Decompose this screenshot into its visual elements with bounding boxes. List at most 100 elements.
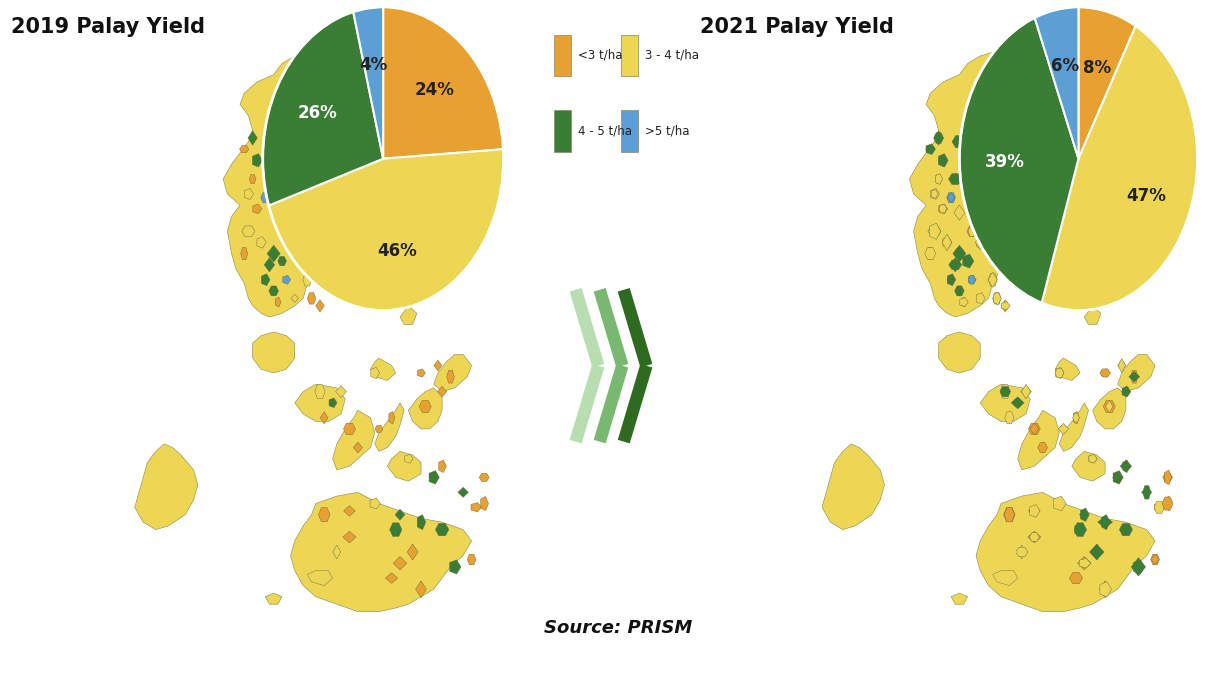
Polygon shape [1118,360,1125,371]
Polygon shape [333,545,341,559]
Polygon shape [343,423,355,435]
Polygon shape [947,193,956,203]
Polygon shape [292,295,299,302]
Polygon shape [977,493,1155,611]
Text: 4 - 5 t/ha: 4 - 5 t/ha [578,125,632,137]
Polygon shape [1059,425,1068,433]
Polygon shape [938,154,947,166]
Polygon shape [950,258,961,272]
Polygon shape [942,234,952,250]
Polygon shape [952,136,967,148]
Text: 26%: 26% [298,104,337,122]
Wedge shape [353,7,384,159]
Polygon shape [480,473,490,482]
Wedge shape [1079,7,1135,159]
Polygon shape [1055,367,1064,379]
Polygon shape [980,384,1031,422]
Polygon shape [1079,558,1091,568]
Polygon shape [980,159,996,177]
Polygon shape [926,146,935,152]
Wedge shape [268,149,503,310]
Polygon shape [303,273,312,286]
Polygon shape [300,179,315,194]
Polygon shape [446,371,454,383]
Polygon shape [993,571,1017,586]
Polygon shape [966,150,980,163]
Polygon shape [375,403,405,451]
Polygon shape [416,581,427,598]
Polygon shape [1118,355,1155,392]
Polygon shape [1101,515,1109,530]
Polygon shape [1028,423,1041,435]
Wedge shape [959,17,1079,303]
Polygon shape [926,144,936,155]
Polygon shape [308,293,316,304]
Polygon shape [1097,516,1113,528]
Polygon shape [1005,412,1014,424]
Polygon shape [1100,369,1111,377]
Polygon shape [1089,454,1097,463]
Polygon shape [1121,460,1132,473]
Polygon shape [419,400,432,413]
Polygon shape [948,260,962,270]
Polygon shape [1129,371,1140,382]
Polygon shape [241,248,247,259]
Polygon shape [1154,501,1165,513]
Polygon shape [1073,413,1079,422]
Polygon shape [938,154,948,167]
Text: 39%: 39% [985,152,1025,170]
Polygon shape [822,444,884,530]
Polygon shape [1000,386,1010,397]
Bar [555,34,572,76]
Polygon shape [953,245,966,262]
Polygon shape [434,355,471,392]
Polygon shape [1018,545,1026,559]
Polygon shape [1100,581,1111,598]
Polygon shape [1028,506,1041,516]
Polygon shape [439,460,446,473]
Polygon shape [417,515,426,530]
Wedge shape [1042,26,1198,310]
Polygon shape [252,154,262,167]
Polygon shape [1155,502,1165,512]
Polygon shape [1092,388,1125,429]
Polygon shape [963,181,973,192]
Polygon shape [390,523,402,536]
Polygon shape [1038,443,1048,453]
Polygon shape [1000,385,1010,399]
Polygon shape [963,147,980,166]
Polygon shape [343,506,355,516]
Polygon shape [400,306,417,324]
Polygon shape [429,471,439,484]
Polygon shape [458,487,469,497]
Polygon shape [264,258,274,272]
Polygon shape [954,286,964,296]
Polygon shape [353,442,363,453]
Polygon shape [935,174,942,184]
Polygon shape [979,201,990,210]
Polygon shape [956,206,963,219]
Polygon shape [956,286,963,296]
Polygon shape [1004,508,1015,522]
Polygon shape [930,188,940,199]
Polygon shape [283,275,290,284]
Polygon shape [963,254,974,268]
Polygon shape [988,273,998,286]
Polygon shape [1071,451,1105,481]
Polygon shape [450,560,461,574]
Polygon shape [1054,498,1065,509]
Polygon shape [979,198,990,213]
Polygon shape [931,190,938,199]
Polygon shape [963,257,972,266]
Polygon shape [926,248,934,259]
Polygon shape [1143,486,1151,499]
Polygon shape [263,174,277,184]
Polygon shape [954,136,966,147]
Polygon shape [927,226,941,237]
Polygon shape [1122,386,1130,397]
Polygon shape [1141,487,1153,497]
Polygon shape [1121,524,1132,535]
Polygon shape [1021,386,1031,397]
Polygon shape [934,132,943,144]
Polygon shape [938,205,947,213]
